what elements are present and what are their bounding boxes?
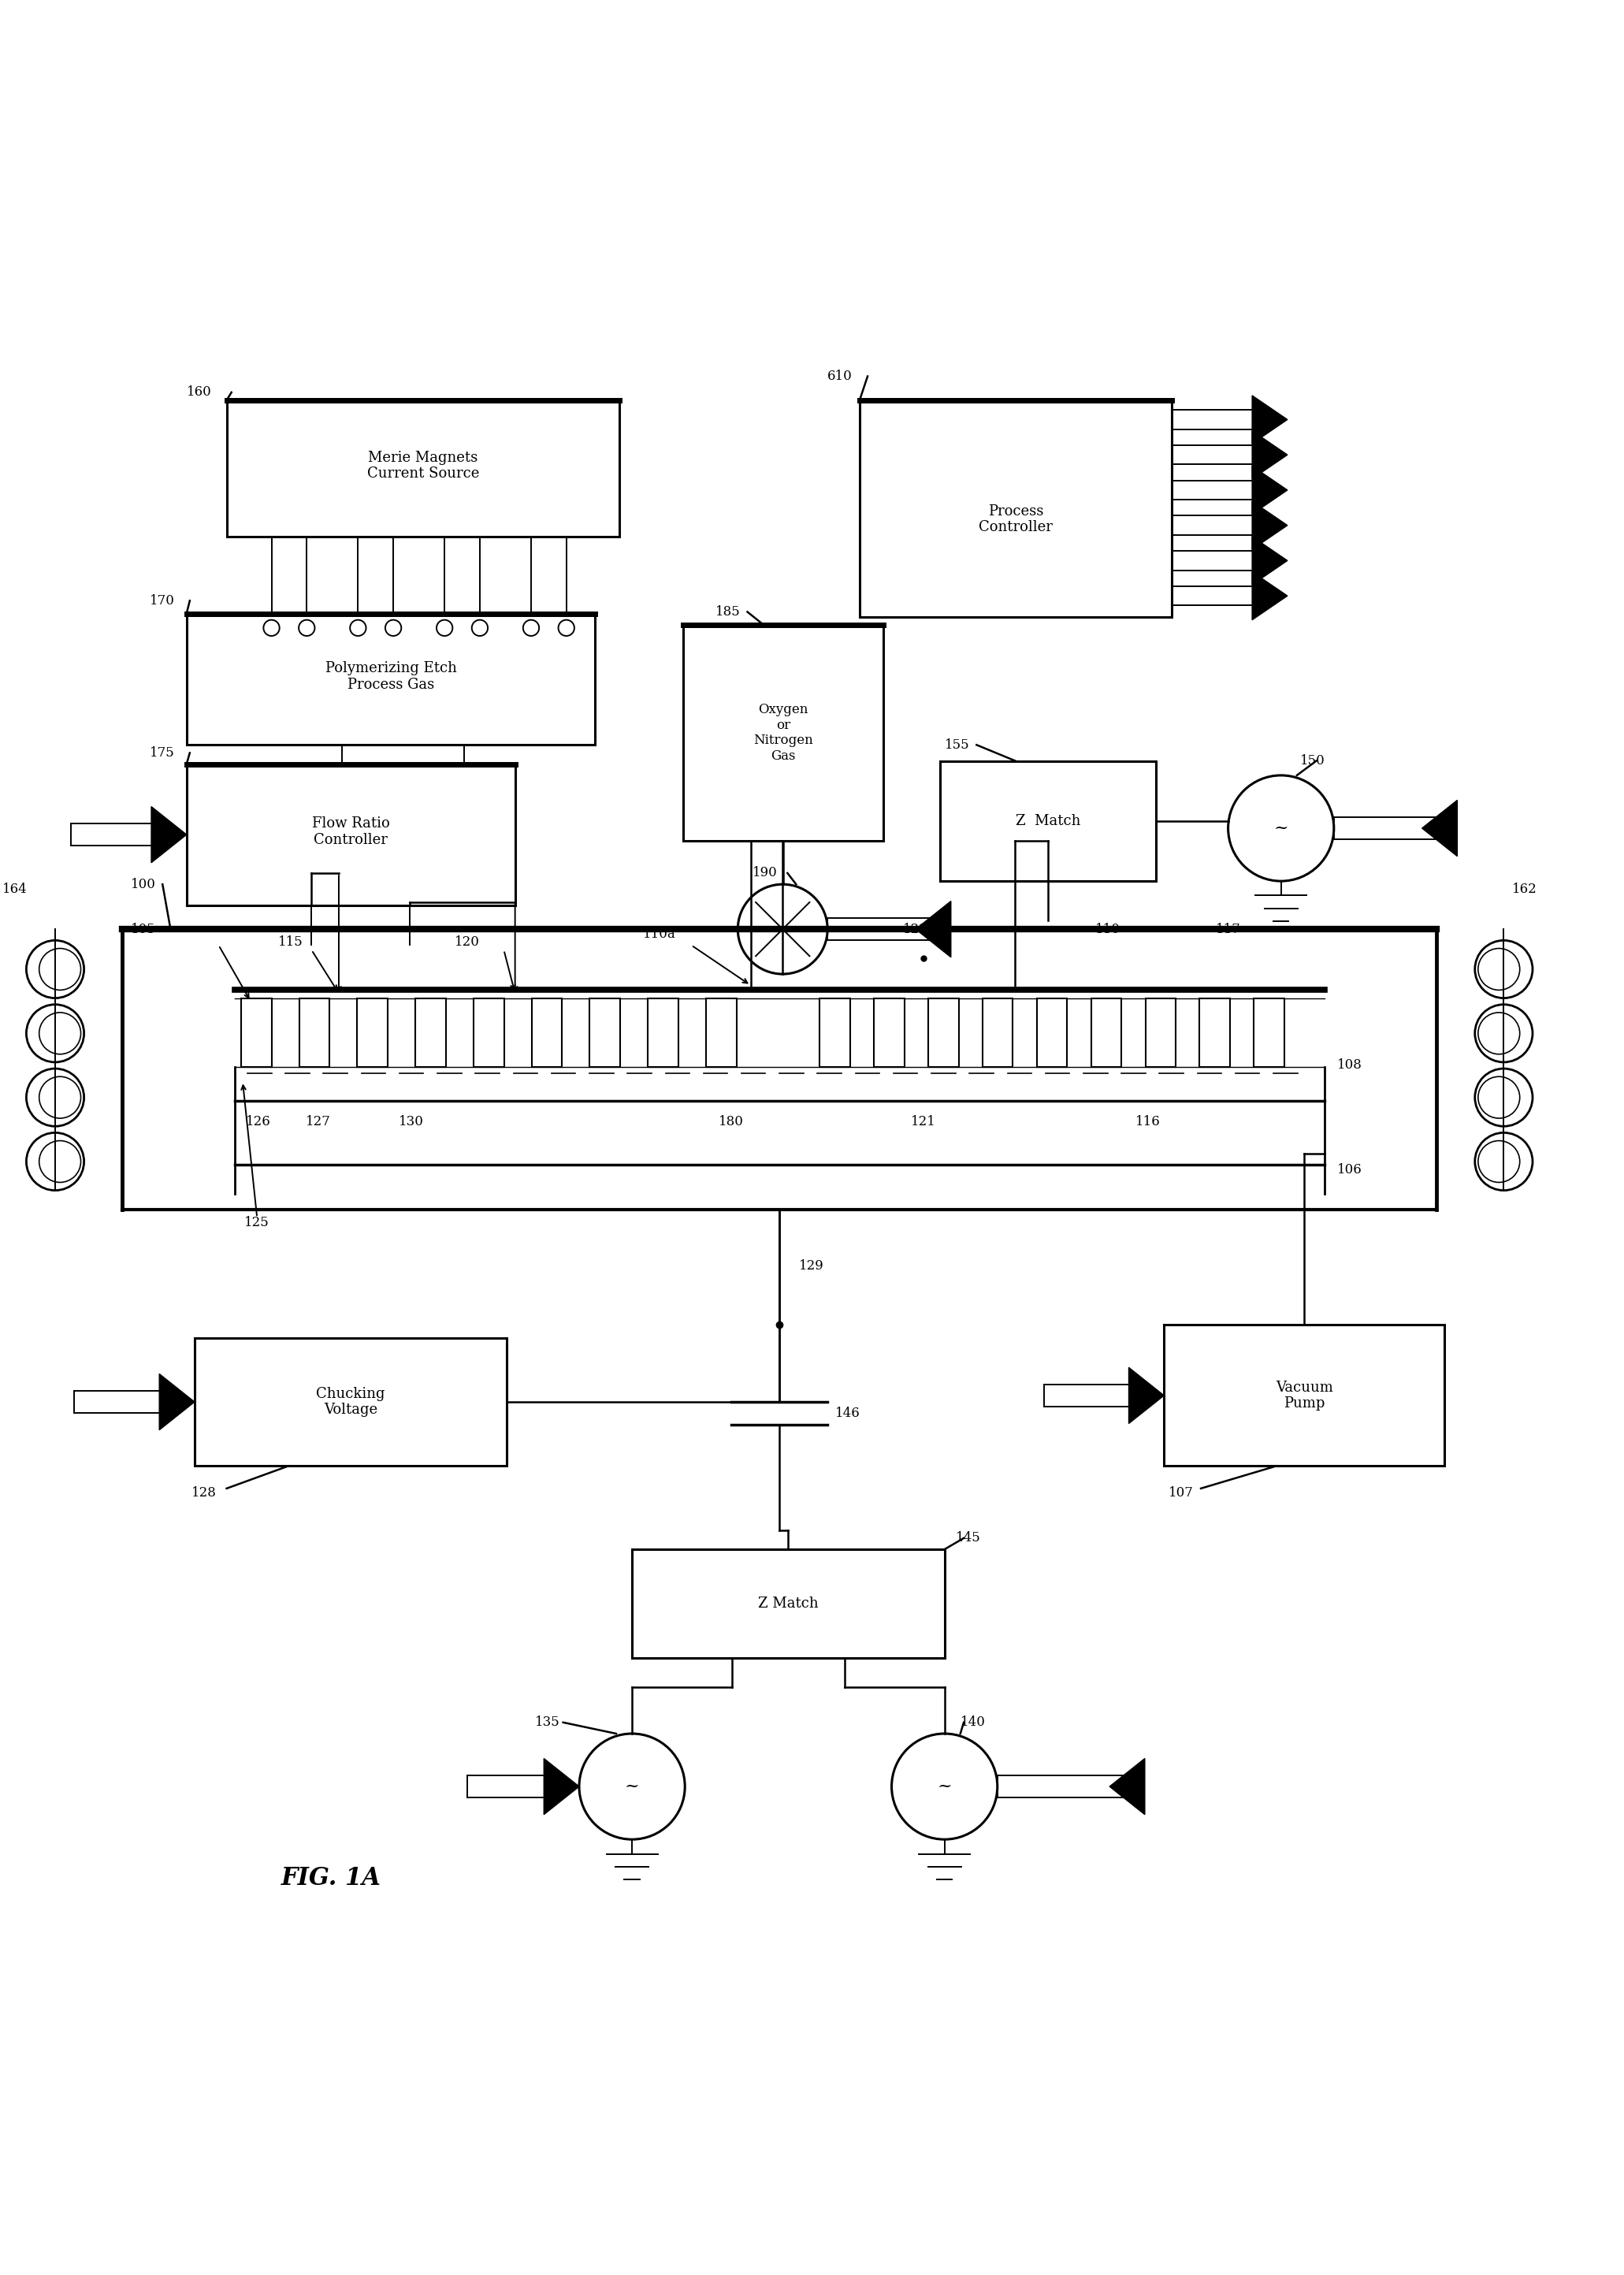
Text: 155: 155	[945, 737, 970, 751]
Polygon shape	[1129, 1367, 1164, 1424]
Text: Process
Controller: Process Controller	[979, 505, 1052, 535]
Bar	[983, 999, 1013, 1067]
Bar	[187, 614, 594, 744]
Text: 190: 190	[752, 867, 778, 880]
Text: 116: 116	[1135, 1115, 1161, 1128]
Bar	[648, 999, 679, 1067]
Polygon shape	[1252, 537, 1288, 585]
Text: 140: 140	[960, 1715, 986, 1729]
Bar	[357, 999, 388, 1067]
Text: 150: 150	[1301, 755, 1325, 767]
Text: 130: 130	[398, 1115, 424, 1128]
Bar	[227, 400, 619, 537]
Bar	[1145, 999, 1176, 1067]
Text: 100: 100	[130, 878, 156, 892]
Bar	[1164, 1324, 1444, 1465]
Polygon shape	[1252, 571, 1288, 619]
Polygon shape	[151, 808, 187, 862]
Text: 175: 175	[149, 746, 175, 760]
Text: 126: 126	[247, 1115, 271, 1128]
Bar	[1091, 999, 1122, 1067]
Text: 117: 117	[1216, 921, 1241, 935]
Bar	[416, 999, 447, 1067]
Text: Z Match: Z Match	[758, 1597, 818, 1611]
Text: 129: 129	[799, 1258, 823, 1272]
Text: 128: 128	[192, 1486, 216, 1499]
Bar	[929, 999, 958, 1067]
Text: 146: 146	[835, 1406, 861, 1420]
Text: 162: 162	[1512, 883, 1536, 896]
Text: 145: 145	[955, 1531, 981, 1545]
Bar	[195, 1338, 507, 1465]
Text: 185: 185	[715, 605, 741, 619]
Text: 106: 106	[1337, 1163, 1363, 1176]
Bar	[820, 999, 849, 1067]
Text: Polymerizing Etch
Process Gas: Polymerizing Etch Process Gas	[325, 662, 456, 692]
Polygon shape	[1252, 396, 1288, 444]
Text: Flow Ratio
Controller: Flow Ratio Controller	[312, 817, 390, 846]
Bar	[1200, 999, 1229, 1067]
Polygon shape	[916, 901, 952, 958]
Bar	[240, 999, 271, 1067]
Text: 107: 107	[1169, 1486, 1194, 1499]
Bar	[590, 999, 620, 1067]
Text: Oxygen
or
Nitrogen
Gas: Oxygen or Nitrogen Gas	[754, 703, 814, 762]
Text: ~: ~	[625, 1777, 640, 1795]
Bar	[187, 764, 515, 905]
Bar	[684, 626, 883, 842]
Text: 108: 108	[1337, 1058, 1363, 1072]
Bar	[874, 999, 905, 1067]
Text: 164: 164	[3, 883, 28, 896]
Polygon shape	[1252, 466, 1288, 514]
Bar	[1036, 999, 1067, 1067]
Text: 122: 122	[903, 921, 929, 935]
Bar	[474, 999, 503, 1067]
Text: Z  Match: Z Match	[1015, 814, 1080, 828]
Text: 170: 170	[149, 594, 175, 607]
Text: 121: 121	[911, 1115, 935, 1128]
Polygon shape	[1252, 430, 1288, 478]
Text: 127: 127	[305, 1115, 331, 1128]
Polygon shape	[1423, 801, 1457, 855]
Text: FIG. 1A: FIG. 1A	[281, 1865, 380, 1891]
Bar	[859, 400, 1173, 617]
Bar	[940, 760, 1156, 880]
Text: Merie Magnets
Current Source: Merie Magnets Current Source	[367, 450, 479, 480]
Text: 610: 610	[828, 369, 853, 382]
Text: 180: 180	[719, 1115, 744, 1128]
Text: Chucking
Voltage: Chucking Voltage	[317, 1388, 385, 1417]
Text: ~: ~	[1273, 819, 1288, 837]
Polygon shape	[1252, 500, 1288, 548]
Bar	[632, 1549, 945, 1658]
Text: 110a: 110a	[643, 928, 676, 940]
Text: 105: 105	[130, 921, 156, 935]
Text: 125: 125	[245, 1215, 270, 1229]
Text: Vacuum
Pump: Vacuum Pump	[1275, 1381, 1333, 1410]
Polygon shape	[1109, 1759, 1145, 1815]
Text: 160: 160	[187, 387, 211, 398]
Polygon shape	[159, 1374, 195, 1431]
Text: 135: 135	[534, 1715, 560, 1729]
Text: ~: ~	[937, 1777, 952, 1795]
Polygon shape	[544, 1759, 580, 1815]
Bar	[1254, 999, 1285, 1067]
Bar	[531, 999, 562, 1067]
Text: 115: 115	[278, 935, 304, 949]
Text: 120: 120	[455, 935, 479, 949]
Bar	[299, 999, 330, 1067]
Bar	[706, 999, 736, 1067]
Text: 110: 110	[1096, 921, 1121, 935]
